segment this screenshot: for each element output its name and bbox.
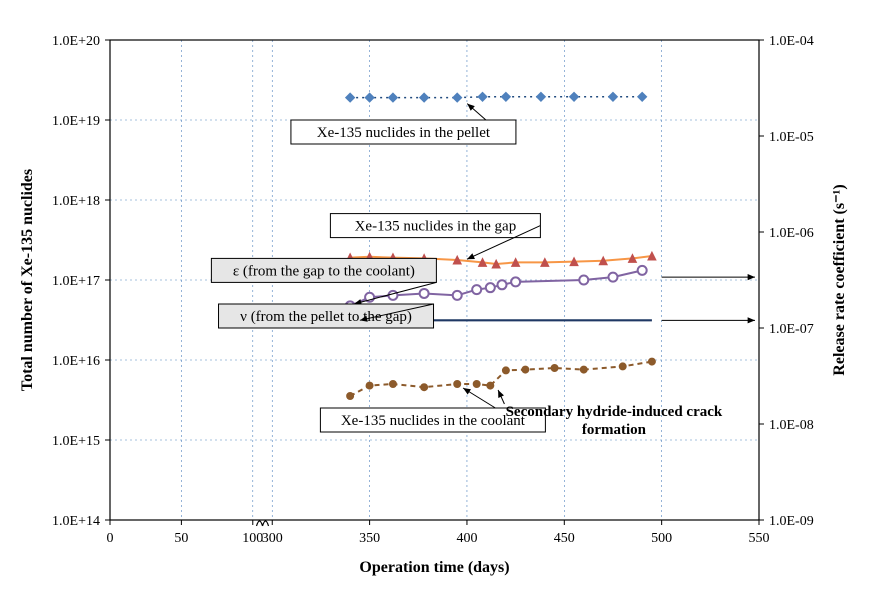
x-tick-label: 500 [651, 531, 672, 546]
annot-crack-line1: Secondary hydride-induced crack [506, 404, 723, 420]
x-tick-label: 350 [359, 531, 380, 546]
x-axis-title: Operation time (days) [359, 559, 509, 576]
x-tick-label: 550 [749, 531, 770, 546]
y-left-title: Total number of Xe-135 nuclides [19, 169, 36, 391]
annot-crack-line2: formation [582, 422, 647, 438]
x-tick-label: 300 [262, 531, 283, 546]
yl-tick-label: 1.0E+14 [52, 514, 100, 529]
annot-gap-text: Xe-135 nuclides in the gap [355, 219, 517, 235]
y-right-title: Release rate coefficient (s⁻¹) [831, 184, 848, 375]
yl-tick-label: 1.0E+18 [52, 194, 100, 209]
annot-epsilon-text: ε (from the gap to the coolant) [233, 263, 415, 279]
yl-tick-label: 1.0E+16 [52, 354, 100, 369]
yr-tick-label: 1.0E-04 [769, 34, 814, 49]
x-tick-label: 0 [107, 531, 114, 546]
yr-tick-label: 1.0E-07 [769, 322, 814, 337]
yr-tick-label: 1.0E-05 [769, 130, 814, 145]
x-tick-label: 450 [554, 531, 575, 546]
annot-pellet-text: Xe-135 nuclides in the pellet [317, 125, 491, 141]
yl-tick-label: 1.0E+15 [52, 434, 100, 449]
yr-tick-label: 1.0E-08 [769, 418, 814, 433]
yl-tick-label: 1.0E+20 [52, 34, 100, 49]
x-tick-label: 100 [242, 531, 263, 546]
yl-tick-label: 1.0E+19 [52, 114, 100, 129]
xe135-chart: 0 50 100300 350 400 450 500 550 Operation time (… [0, 0, 869, 600]
yl-tick-label: 1.0E+17 [52, 274, 100, 289]
yr-tick-label: 1.0E-06 [769, 226, 814, 241]
x-tick-label: 50 [174, 531, 188, 546]
yr-tick-label: 1.0E-09 [769, 514, 814, 529]
x-tick-label: 400 [456, 531, 477, 546]
annot-coolant-text: Xe-135 nuclides in the coolant [341, 413, 526, 429]
annot-nu-text: ν (from the pellet to the gap) [240, 309, 412, 325]
